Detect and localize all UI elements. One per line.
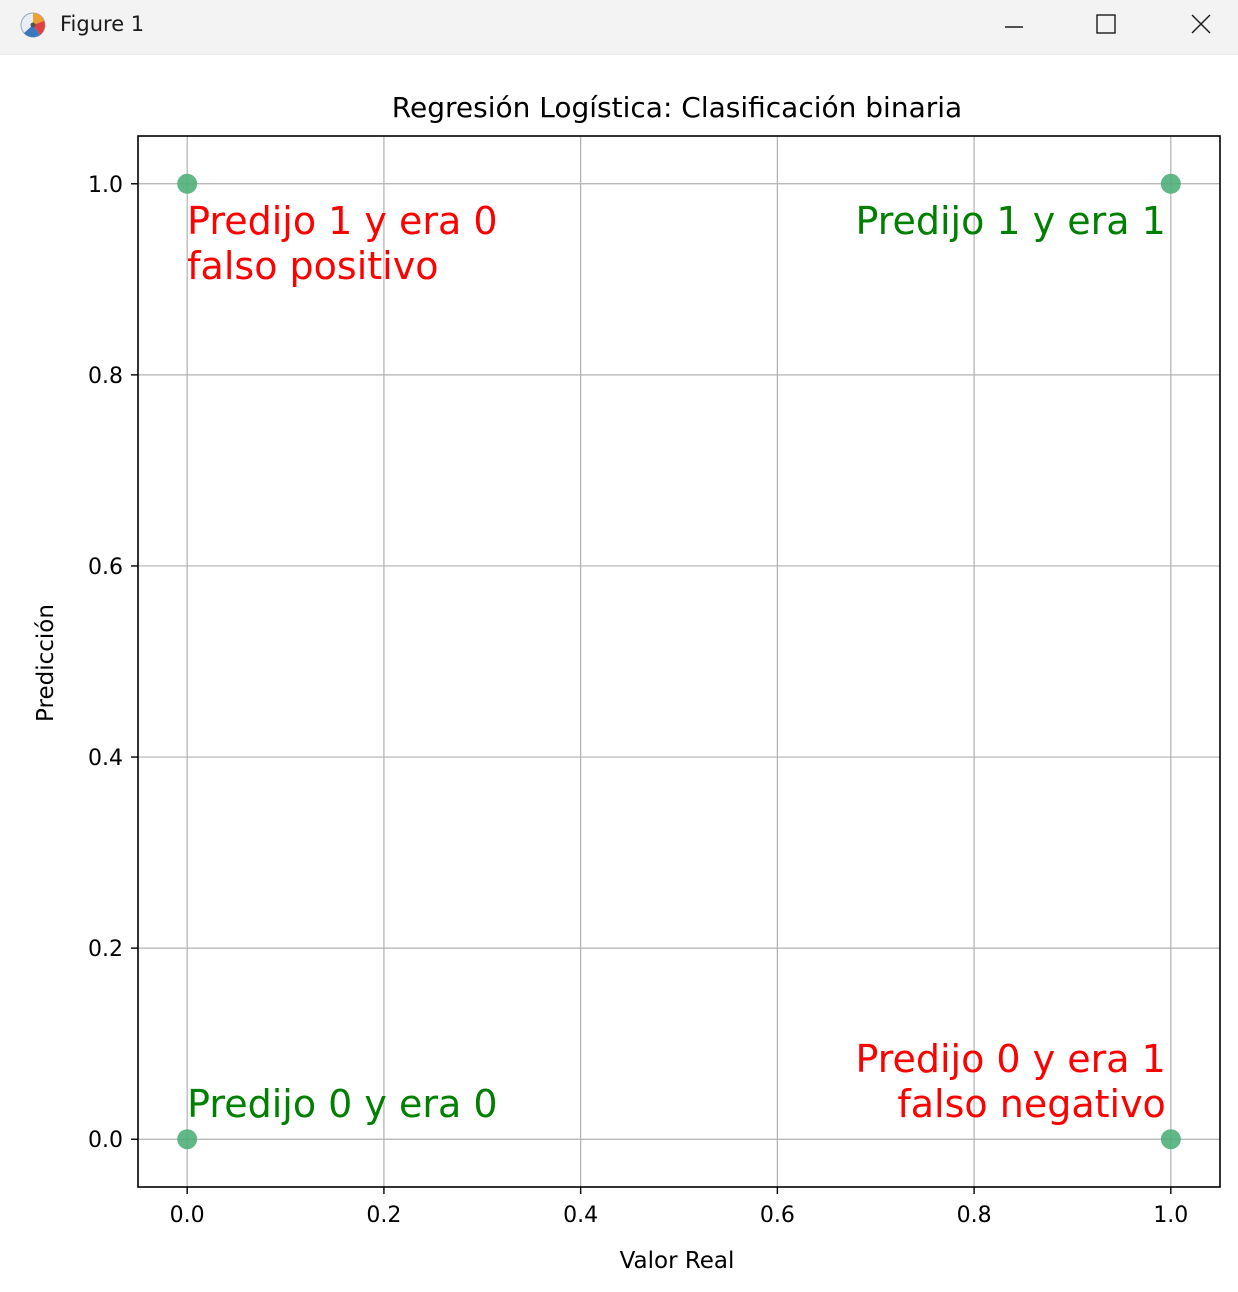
x-tick-label: 0.8 [957, 1203, 992, 1228]
scatter-point [177, 173, 198, 194]
annotation-label: Predijo 1 y era 1 [855, 199, 1165, 243]
x-tick-label: 1.0 [1153, 1203, 1188, 1228]
axes-frame [137, 135, 1221, 1188]
maximize-button[interactable] [1060, 0, 1152, 50]
y-tick-label: 0.0 [88, 1128, 123, 1153]
data-points [177, 173, 1181, 1150]
y-axis-ticks: 0.0 0.2 0.4 0.6 0.8 1.0 [88, 173, 138, 1153]
x-axis-ticks: 0.0 0.2 0.4 0.6 0.8 1.0 [170, 1187, 1188, 1228]
matplotlib-figure-icon [20, 12, 46, 38]
close-button[interactable] [1152, 0, 1238, 50]
scatter-chart: 0.0 0.2 0.4 0.6 0.8 1.0 0.0 0.2 0.4 0.6 0.8 1.0 Pr… [33, 91, 1221, 1274]
y-tick-label: 0.6 [88, 555, 123, 580]
y-tick-label: 0.4 [88, 746, 123, 771]
x-tick-label: 0.2 [366, 1203, 401, 1228]
x-tick-label: 0.6 [760, 1203, 795, 1228]
scatter-point [1160, 173, 1181, 194]
annotation-line: Predijo 1 y era 1 [855, 199, 1165, 243]
x-tick-label: 0.0 [170, 1203, 205, 1228]
annotation-label: Predijo 0 y era 0 [187, 1082, 497, 1126]
scatter-point [1160, 1129, 1181, 1150]
scatter-point [177, 1129, 198, 1150]
y-tick-label: 0.2 [88, 937, 123, 962]
annotation-line: Predijo 0 y era 1 [855, 1037, 1165, 1081]
minimize-icon [1005, 26, 1023, 28]
annotation-line: Predijo 0 y era 0 [187, 1082, 497, 1126]
y-axis-label: Predicción [33, 604, 59, 722]
x-axis-label: Valor Real [620, 1248, 735, 1274]
close-icon [1191, 14, 1211, 34]
maximize-icon [1096, 14, 1116, 34]
annotation-line: Predijo 1 y era 0 [187, 199, 497, 243]
chart-title: Regresión Logística: Clasificación binar… [392, 91, 962, 124]
grid-lines [138, 136, 1220, 1187]
annotation-label: Predijo 1 y era 0 falso positivo [187, 199, 497, 288]
annotation-label: Predijo 0 y era 1 falso negativo [855, 1037, 1165, 1126]
minimize-button[interactable] [968, 0, 1060, 50]
figure-canvas: 0.0 0.2 0.4 0.6 0.8 1.0 0.0 0.2 0.4 0.6 0.8 1.0 Pr… [0, 55, 1238, 1292]
y-tick-label: 1.0 [88, 173, 123, 198]
window-titlebar: Figure 1 [0, 0, 1238, 55]
annotation-line: falso negativo [897, 1082, 1165, 1126]
window-title: Figure 1 [60, 12, 145, 36]
x-tick-label: 0.4 [563, 1203, 598, 1228]
y-tick-label: 0.8 [88, 364, 123, 389]
annotation-line: falso positivo [187, 244, 438, 288]
